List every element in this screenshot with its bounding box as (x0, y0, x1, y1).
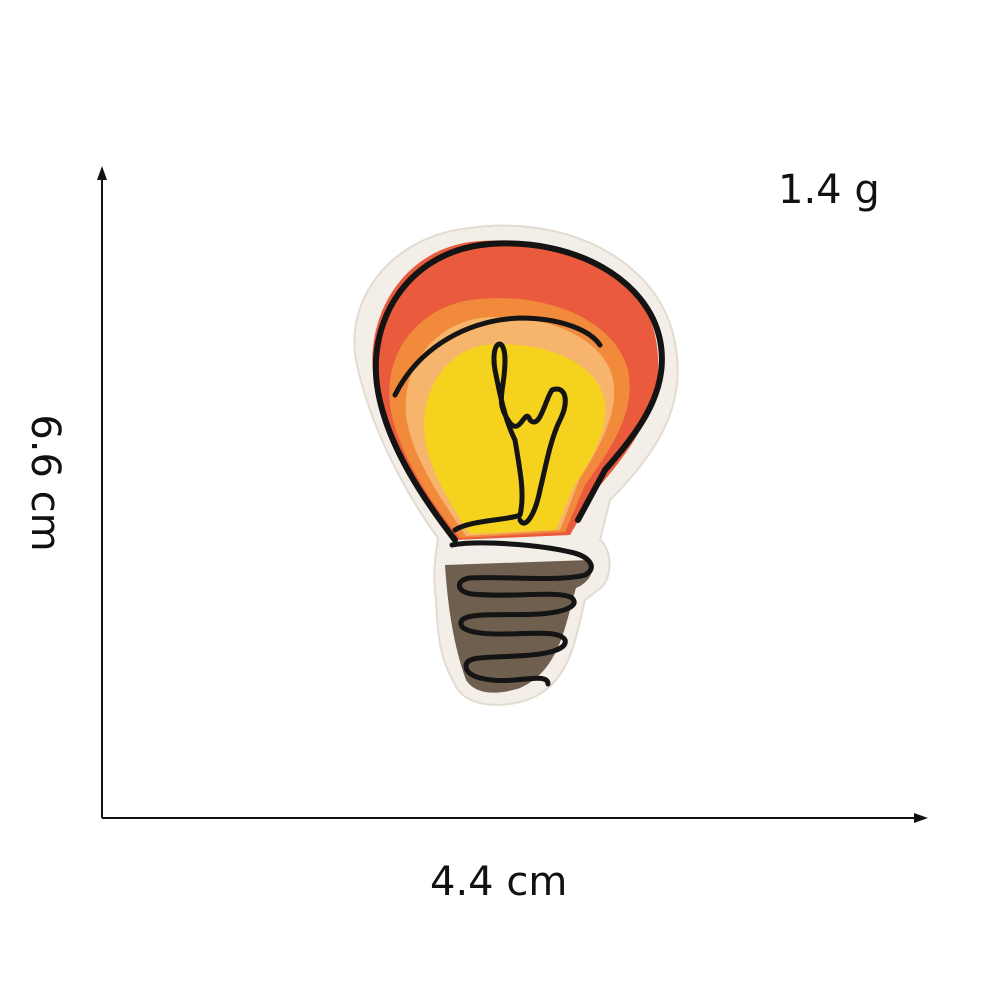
bulb-outline (372, 240, 665, 543)
bulb-neck-coil (449, 540, 594, 687)
height-label: 6.6 cm (22, 414, 68, 552)
bulb-filament (452, 341, 568, 533)
weight-label: 1.4 g (778, 167, 880, 213)
height-axis-arrow-icon (97, 166, 107, 180)
bulb-inner-line (392, 315, 603, 398)
width-axis-arrow-icon (914, 813, 928, 823)
width-label: 4.4 cm (430, 859, 568, 905)
